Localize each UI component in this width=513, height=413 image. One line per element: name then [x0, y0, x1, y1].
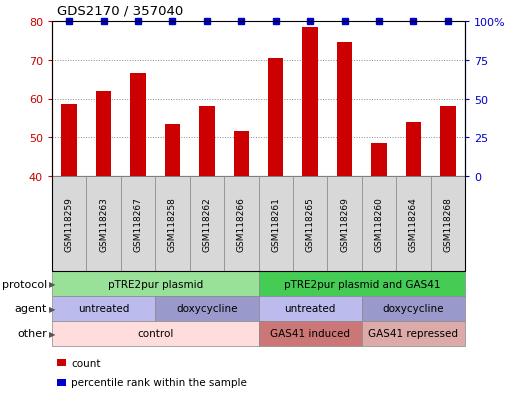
Bar — [371, 144, 387, 177]
Bar — [337, 43, 352, 177]
Text: GSM118259: GSM118259 — [65, 197, 74, 252]
Text: pTRE2pur plasmid and GAS41: pTRE2pur plasmid and GAS41 — [284, 279, 440, 289]
Text: GSM118269: GSM118269 — [340, 197, 349, 252]
Text: GSM118261: GSM118261 — [271, 197, 280, 252]
Text: pTRE2pur plasmid: pTRE2pur plasmid — [108, 279, 203, 289]
Text: other: other — [17, 329, 47, 339]
Text: ▶: ▶ — [49, 304, 56, 313]
Text: GDS2170 / 357040: GDS2170 / 357040 — [57, 5, 183, 18]
Text: count: count — [71, 358, 101, 368]
Text: protocol: protocol — [2, 279, 47, 289]
Text: percentile rank within the sample: percentile rank within the sample — [71, 377, 247, 387]
Bar — [268, 59, 284, 177]
Text: GSM118265: GSM118265 — [306, 197, 314, 252]
Text: doxycycline: doxycycline — [176, 304, 238, 314]
Bar — [440, 107, 456, 177]
Text: GSM118268: GSM118268 — [443, 197, 452, 252]
Text: GSM118260: GSM118260 — [374, 197, 383, 252]
Text: agent: agent — [14, 304, 47, 314]
Text: GSM118258: GSM118258 — [168, 197, 177, 252]
Text: GSM118264: GSM118264 — [409, 197, 418, 251]
Bar — [165, 124, 180, 177]
Text: doxycycline: doxycycline — [383, 304, 444, 314]
Text: ▶: ▶ — [49, 279, 56, 288]
Bar — [199, 107, 214, 177]
Text: GAS41 induced: GAS41 induced — [270, 329, 350, 339]
Bar — [96, 92, 111, 177]
Text: untreated: untreated — [78, 304, 129, 314]
Text: GSM118262: GSM118262 — [202, 197, 211, 251]
Text: GAS41 repressed: GAS41 repressed — [368, 329, 459, 339]
Text: control: control — [137, 329, 173, 339]
Text: GSM118266: GSM118266 — [237, 197, 246, 252]
Bar — [233, 132, 249, 177]
Text: untreated: untreated — [284, 304, 336, 314]
Text: ▶: ▶ — [49, 329, 56, 338]
Text: GSM118267: GSM118267 — [133, 197, 143, 252]
Bar — [130, 74, 146, 177]
Text: GSM118263: GSM118263 — [99, 197, 108, 252]
Bar — [302, 28, 318, 177]
Bar — [62, 105, 77, 177]
Bar — [406, 122, 421, 177]
